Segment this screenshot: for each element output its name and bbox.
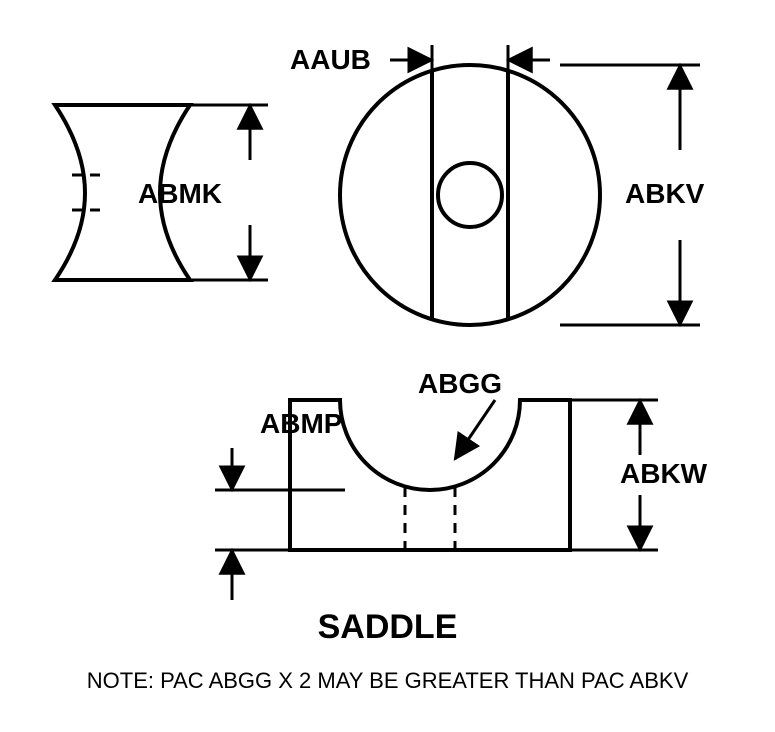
label-abkw: ABKW [620, 458, 707, 490]
label-abmp: ABMP [260, 408, 342, 440]
top-view [340, 65, 600, 325]
title: SADDLE [0, 608, 775, 647]
label-abmk: ABMK [138, 178, 222, 210]
dim-aaub [390, 45, 550, 90]
diagram-canvas: AAUB ABMK ABKV ABGG ABMP ABKW SADDLE NOT… [0, 0, 775, 732]
label-abkv: ABKV [625, 178, 704, 210]
label-abgg: ABGG [418, 368, 502, 400]
note: NOTE: PAC ABGG X 2 MAY BE GREATER THAN P… [0, 668, 775, 694]
label-aaub: AAUB [290, 44, 371, 76]
dim-abgg [455, 400, 495, 459]
dim-abmp [215, 448, 345, 600]
